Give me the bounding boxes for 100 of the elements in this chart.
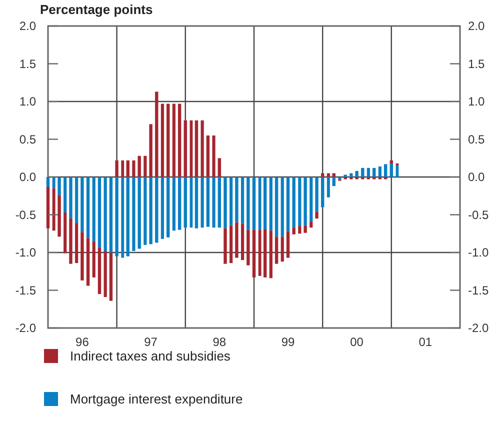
bar — [98, 247, 102, 294]
y-tick-label: 0.5 — [19, 132, 36, 146]
bar — [240, 224, 244, 260]
bar — [212, 177, 216, 228]
y-tick-label: 0.0 — [19, 170, 36, 184]
bar — [286, 231, 290, 258]
bar — [235, 222, 238, 258]
bar — [80, 177, 84, 232]
x-tick-label: 98 — [212, 335, 226, 349]
bar — [115, 160, 118, 177]
bar — [58, 177, 61, 196]
bar — [366, 168, 370, 177]
bar — [269, 177, 272, 231]
bar — [355, 170, 358, 177]
y-tick-label: -2.0 — [15, 321, 36, 336]
bar — [92, 241, 96, 278]
bar — [132, 160, 136, 177]
y2-tick-label: 0.5 — [468, 132, 486, 146]
y2-tick-label: -2.0 — [468, 321, 490, 336]
bar — [235, 177, 238, 222]
bar — [310, 177, 313, 222]
x-tick-label: 01 — [418, 335, 432, 349]
bar — [121, 177, 124, 258]
bar — [172, 104, 176, 177]
bar — [121, 160, 124, 177]
bar — [298, 226, 302, 234]
bar — [280, 177, 284, 237]
y-tick-label: -1.0 — [15, 246, 36, 260]
bar — [292, 177, 296, 228]
bar — [58, 195, 61, 237]
bar — [155, 177, 158, 243]
bar — [332, 177, 336, 186]
bar — [206, 135, 210, 177]
x-tick-label: 97 — [144, 335, 158, 349]
bar — [144, 177, 147, 245]
legend-label: Mortgage interest expenditure — [70, 392, 243, 407]
bar — [286, 177, 290, 232]
bar — [155, 92, 158, 177]
bar — [200, 177, 204, 228]
bar — [218, 177, 222, 228]
x-tick-label: 96 — [76, 335, 90, 349]
bar — [224, 228, 227, 264]
y-tick-label: -0.5 — [15, 208, 36, 222]
bar — [240, 177, 244, 224]
bar — [218, 158, 222, 177]
chart-title: Percentage points — [40, 2, 153, 17]
bar — [160, 177, 164, 239]
bar — [390, 160, 393, 164]
bar — [64, 212, 67, 254]
bar — [75, 177, 78, 224]
bar — [92, 177, 96, 242]
bar — [326, 177, 330, 198]
bar — [321, 173, 324, 177]
bar — [104, 177, 107, 251]
bar — [115, 177, 118, 256]
bar — [304, 177, 307, 226]
bar — [104, 250, 107, 298]
bar — [263, 177, 267, 230]
bar — [126, 160, 130, 177]
bar — [315, 177, 318, 212]
legend-label: Indirect taxes and subsidies — [70, 348, 231, 364]
x-tick-label: 00 — [350, 335, 364, 349]
bar — [172, 177, 176, 231]
y2-tick-label: 2.0 — [468, 19, 486, 34]
bar — [46, 186, 50, 228]
bar — [69, 177, 72, 219]
bar — [274, 177, 278, 237]
y-tick-label: 1.5 — [19, 56, 36, 71]
bar — [224, 177, 227, 228]
x-tick-label: 99 — [281, 335, 296, 349]
bar — [269, 230, 272, 278]
y2-tick-label: -0.5 — [468, 208, 490, 222]
bar — [332, 173, 336, 177]
bar — [350, 173, 353, 177]
bar — [184, 120, 187, 177]
bar — [194, 120, 198, 177]
bar — [321, 177, 324, 208]
bar — [98, 177, 102, 248]
bar — [109, 177, 113, 252]
bar — [390, 163, 393, 177]
bar — [144, 156, 147, 177]
bar — [166, 177, 170, 238]
bar — [292, 228, 296, 234]
bar — [184, 177, 187, 228]
bar — [149, 177, 152, 244]
bar — [86, 177, 90, 238]
bar — [246, 230, 250, 266]
bar — [246, 177, 250, 230]
y-tick-label: -1.5 — [15, 283, 36, 298]
bar — [46, 177, 50, 187]
bar — [52, 188, 56, 231]
bar — [69, 218, 72, 264]
bar — [361, 168, 364, 177]
bar — [274, 236, 278, 264]
y-tick-label: 1.0 — [19, 94, 36, 109]
y2-tick-label: 1.0 — [468, 94, 486, 109]
bar — [298, 177, 302, 226]
bar — [252, 177, 256, 230]
y2-tick-label: -1.5 — [468, 283, 490, 298]
bar — [304, 225, 307, 233]
